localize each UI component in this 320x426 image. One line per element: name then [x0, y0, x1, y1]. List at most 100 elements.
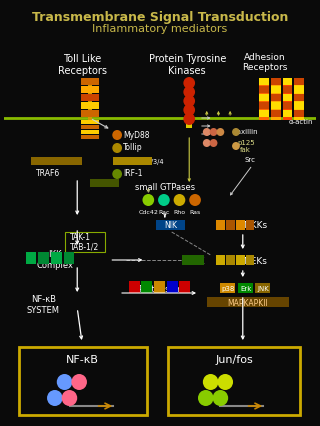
- Circle shape: [57, 374, 72, 390]
- Circle shape: [212, 390, 228, 406]
- Bar: [246, 220, 254, 230]
- Bar: [271, 110, 281, 117]
- Bar: [81, 125, 99, 129]
- Text: JNK: JNK: [257, 286, 269, 292]
- Text: Src: Src: [244, 157, 255, 163]
- Text: Rho: Rho: [173, 210, 186, 215]
- Bar: [81, 94, 99, 101]
- Bar: [81, 78, 99, 85]
- Text: Rac: Rac: [158, 210, 170, 215]
- Bar: [283, 102, 292, 109]
- Text: Paxillin: Paxillin: [233, 129, 258, 135]
- Bar: [217, 255, 225, 265]
- Bar: [168, 347, 300, 415]
- Bar: [283, 86, 292, 93]
- Bar: [154, 281, 165, 293]
- Text: NF-κB
SYSTEM: NF-κB SYSTEM: [27, 295, 60, 315]
- Circle shape: [183, 86, 195, 98]
- Bar: [283, 78, 292, 85]
- Bar: [182, 255, 204, 265]
- Text: IKK
Complex: IKK Complex: [36, 250, 73, 270]
- Text: Proteasome: Proteasome: [138, 285, 188, 294]
- Text: p38: p38: [221, 286, 235, 292]
- Circle shape: [142, 194, 154, 206]
- Bar: [283, 78, 292, 120]
- Circle shape: [203, 128, 211, 136]
- Text: Receptors: Receptors: [243, 63, 288, 72]
- Bar: [88, 78, 92, 120]
- Bar: [246, 255, 254, 265]
- Bar: [294, 78, 304, 120]
- Bar: [294, 110, 304, 117]
- Bar: [26, 252, 36, 264]
- Circle shape: [198, 390, 213, 406]
- Bar: [226, 255, 235, 265]
- Bar: [81, 102, 99, 109]
- Bar: [81, 130, 99, 134]
- Circle shape: [158, 194, 170, 206]
- Text: IRAK 1/2/3/4: IRAK 1/2/3/4: [37, 159, 78, 165]
- Bar: [156, 220, 185, 230]
- Circle shape: [112, 143, 122, 153]
- Bar: [113, 157, 152, 165]
- Circle shape: [112, 169, 122, 179]
- Text: TAB-1/2: TAB-1/2: [70, 242, 100, 251]
- Bar: [294, 86, 304, 93]
- Bar: [236, 255, 245, 265]
- Bar: [180, 281, 190, 293]
- Circle shape: [183, 95, 195, 107]
- Bar: [141, 281, 152, 293]
- Circle shape: [203, 374, 219, 390]
- Text: TRAF6: TRAF6: [36, 170, 60, 178]
- Bar: [271, 102, 281, 109]
- Bar: [283, 94, 292, 101]
- Circle shape: [203, 139, 211, 147]
- Bar: [283, 110, 292, 117]
- Circle shape: [183, 113, 195, 125]
- Bar: [19, 347, 147, 415]
- Circle shape: [62, 390, 77, 406]
- Bar: [236, 220, 245, 230]
- Text: p125
fak: p125 fak: [237, 139, 254, 153]
- Bar: [38, 252, 49, 264]
- Bar: [129, 281, 140, 293]
- Text: Jun/fos: Jun/fos: [215, 355, 253, 365]
- Circle shape: [47, 390, 63, 406]
- Circle shape: [174, 194, 185, 206]
- Text: IRF-3: IRF-3: [95, 181, 111, 187]
- Bar: [259, 110, 269, 117]
- Bar: [271, 78, 281, 85]
- Circle shape: [71, 374, 87, 390]
- Text: Adhesion: Adhesion: [244, 52, 286, 61]
- Bar: [259, 102, 269, 109]
- Bar: [81, 120, 99, 124]
- Bar: [220, 283, 235, 293]
- Circle shape: [217, 128, 224, 136]
- Bar: [81, 110, 99, 117]
- Text: MKKs: MKKs: [244, 222, 268, 230]
- Circle shape: [232, 128, 240, 136]
- Circle shape: [183, 77, 195, 89]
- Text: IRF-1: IRF-1: [123, 170, 142, 178]
- Circle shape: [218, 374, 233, 390]
- Bar: [90, 179, 119, 187]
- Bar: [294, 78, 304, 85]
- Circle shape: [232, 142, 240, 150]
- Text: TAK-1: TAK-1: [70, 233, 92, 242]
- Text: small GTPases: small GTPases: [135, 184, 195, 193]
- Text: Ras: Ras: [189, 210, 201, 215]
- Bar: [186, 78, 192, 128]
- Bar: [31, 157, 82, 165]
- Bar: [271, 94, 281, 101]
- Bar: [255, 283, 270, 293]
- Bar: [259, 94, 269, 101]
- Text: MyD88: MyD88: [123, 130, 149, 139]
- Bar: [226, 220, 235, 230]
- Bar: [207, 297, 289, 307]
- Text: Toll Like
Receptors: Toll Like Receptors: [58, 54, 107, 76]
- Bar: [167, 281, 178, 293]
- Bar: [51, 252, 62, 264]
- Text: Cdc42: Cdc42: [138, 210, 158, 215]
- Text: NF-κB: NF-κB: [66, 355, 99, 365]
- Bar: [81, 86, 99, 93]
